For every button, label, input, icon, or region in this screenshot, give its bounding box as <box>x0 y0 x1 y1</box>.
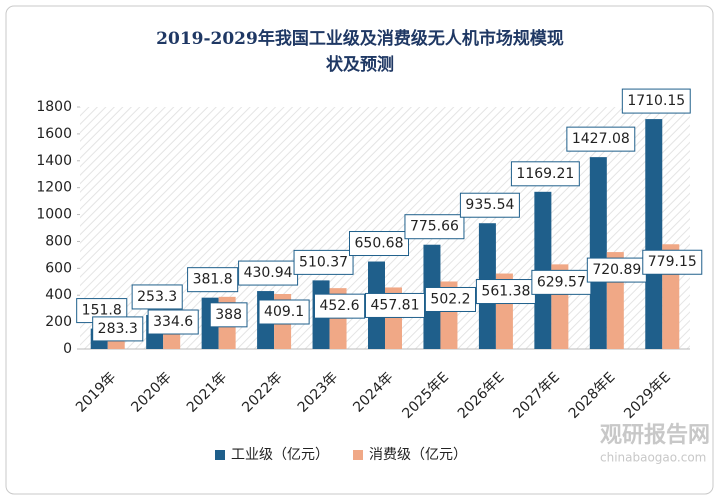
data-label-text: 720.89 <box>592 262 641 278</box>
data-label-text: 283.3 <box>98 321 138 337</box>
data-label-box <box>586 257 647 283</box>
legend-swatch <box>215 450 225 460</box>
data-label-text: 452.6 <box>319 298 359 314</box>
y-tick-label: 1800 <box>36 99 72 115</box>
data-label: 561.38 <box>475 279 536 305</box>
data-label: 629.57 <box>531 269 592 295</box>
data-label-box <box>475 279 536 305</box>
data-label-box <box>147 309 199 335</box>
data-label-box <box>187 267 239 293</box>
y-tick-label: 1400 <box>36 153 72 169</box>
data-label-text: 1169.21 <box>516 166 574 182</box>
data-label-text: 502.2 <box>430 291 470 307</box>
data-label: 430.94 <box>238 260 299 286</box>
data-label: 650.68 <box>349 231 409 257</box>
data-label-text: 409.1 <box>264 304 304 320</box>
data-label-box <box>209 302 248 328</box>
data-label: 253.3 <box>131 284 183 310</box>
data-label: 502.2 <box>424 286 477 312</box>
data-label-text: 775.66 <box>410 219 459 235</box>
data-label: 510.37 <box>293 249 354 275</box>
data-label: 457.81 <box>365 292 425 318</box>
data-label-text: 935.54 <box>465 197 514 213</box>
data-label-text: 151.8 <box>82 303 122 319</box>
data-label-box <box>566 126 636 152</box>
data-label-text: 779.15 <box>648 254 697 270</box>
legend-label: 工业级（亿元） <box>231 447 329 463</box>
data-label-text: 253.3 <box>137 289 177 305</box>
data-label: 381.8 <box>187 267 239 293</box>
data-label-box <box>531 269 592 295</box>
data-label-text: 629.57 <box>537 274 586 290</box>
data-label: 1169.21 <box>510 161 580 187</box>
bar <box>645 119 663 349</box>
data-label-box <box>424 286 477 312</box>
y-tick-label: 600 <box>45 260 72 276</box>
data-label: 283.3 <box>92 316 144 342</box>
data-label-box <box>313 293 366 319</box>
data-label: 935.54 <box>459 192 520 218</box>
chart-title: 2019-2029年我国工业级及消费级无人机市场规模现状及预测 <box>156 29 564 75</box>
y-tick-label: 1200 <box>36 180 72 196</box>
data-label: 1427.08 <box>566 126 636 152</box>
data-label-box <box>510 161 580 187</box>
data-label-box <box>365 292 425 318</box>
data-label-text: 1427.08 <box>572 131 630 147</box>
watermark-url: chinabaogao.com <box>600 451 706 465</box>
watermark-brand: 观研报告网 <box>600 423 710 448</box>
data-label-box <box>621 88 691 114</box>
data-label: 452.6 <box>313 293 366 319</box>
data-label: 1710.15 <box>621 88 691 114</box>
data-label-text: 457.81 <box>371 297 420 313</box>
data-label-text: 561.38 <box>481 284 530 300</box>
legend-swatch <box>353 450 363 460</box>
data-label-text: 430.94 <box>244 265 293 281</box>
y-tick-label: 200 <box>45 314 72 330</box>
data-label: 409.1 <box>258 299 310 325</box>
data-label-box <box>642 249 703 275</box>
data-label-text: 388 <box>215 307 242 323</box>
data-label-text: 1710.15 <box>627 93 685 109</box>
data-label: 779.15 <box>642 249 703 275</box>
data-label-box <box>293 249 354 275</box>
legend-label: 消费级（亿元） <box>369 447 467 463</box>
y-tick-label: 0 <box>63 341 72 357</box>
data-label-text: 334.6 <box>153 314 193 330</box>
y-tick-label: 1000 <box>36 207 72 223</box>
data-label-box <box>238 260 299 286</box>
y-tick-label: 400 <box>45 287 72 303</box>
data-label: 388 <box>209 302 248 328</box>
data-label-box <box>459 192 520 218</box>
y-tick-label: 1600 <box>36 126 72 142</box>
data-label-box <box>404 214 465 240</box>
data-label-text: 510.37 <box>299 254 348 270</box>
data-label-box <box>258 299 310 325</box>
data-label-text: 381.8 <box>193 272 233 288</box>
data-label-box <box>349 231 409 257</box>
y-tick-label: 800 <box>45 233 72 249</box>
data-label: 334.6 <box>147 309 199 335</box>
data-label: 775.66 <box>404 214 465 240</box>
data-label: 720.89 <box>586 257 647 283</box>
data-label-box <box>92 316 144 342</box>
data-label-text: 650.68 <box>355 236 404 252</box>
bar <box>589 157 607 349</box>
data-label-box <box>131 284 183 310</box>
